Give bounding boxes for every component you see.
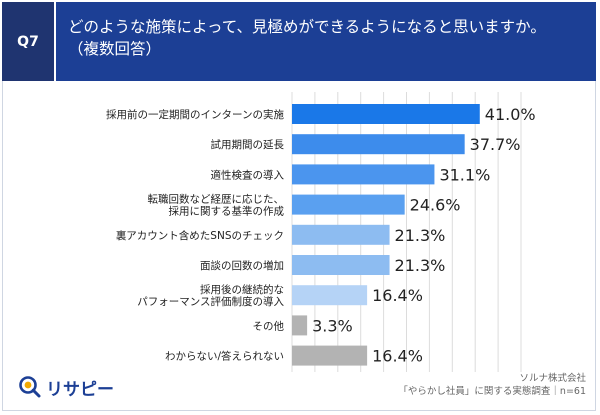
source-note: ソルナ株式会社 「やらかし社員」に関する実態調査｜n=61 [398, 372, 586, 398]
value-label: 41.0% [485, 105, 536, 124]
question-title: どのような施策によって、見極めができるようになると思いますか。 （複数回答） [68, 18, 546, 58]
bar [292, 224, 390, 245]
category-label: 採用後の継続的なパフォーマンス評価制度の導入 [137, 283, 284, 308]
bar [292, 255, 390, 275]
bar [292, 104, 480, 124]
value-label: 24.6% [410, 196, 461, 215]
category-label: 試用期間の延長 [211, 138, 285, 151]
category-labels: 採用前の一定期間のインターンの実施試用期間の延長適性検査の導入転職回数など経歴に… [106, 108, 284, 363]
value-label: 21.3% [395, 226, 446, 245]
bar [292, 194, 405, 215]
value-label: 3.3% [312, 316, 353, 335]
value-labels: 41.0% 37.7% 31.1% 24.6% 21.3% 21.3% 16.4% 3.3% 1… [312, 105, 535, 366]
category-label: その他 [253, 319, 285, 332]
bars [292, 104, 480, 366]
value-label: 31.1% [439, 165, 490, 184]
category-label: 採用前の一定期間のインターンの実施 [106, 108, 284, 121]
value-label: 37.7% [470, 135, 521, 154]
bar [292, 164, 435, 185]
category-label: 転職回数など経歴に応じた、採用に関する基準の作成 [148, 193, 285, 218]
header-divider [54, 2, 56, 81]
magnifier-icon [19, 376, 41, 398]
bar [292, 134, 465, 155]
category-label: 適性検査の導入 [211, 168, 285, 181]
category-label: わからない/答えられない [165, 350, 284, 363]
question-header: Q7 どのような施策によって、見極めができるようになると思いますか。 （複数回答… [2, 2, 596, 81]
category-label: 裏アカウント含めたSNSのチェック [116, 229, 284, 242]
source-company: ソルナ株式会社 [519, 373, 586, 384]
value-label: 16.4% [372, 347, 423, 366]
value-label: 16.4% [372, 286, 423, 305]
brand-logo-text: リサピー [46, 379, 114, 400]
bar [292, 285, 368, 306]
brand-logo: リサピー [18, 374, 114, 400]
value-label: 21.3% [395, 256, 446, 275]
bar [292, 345, 368, 366]
bar [292, 315, 308, 336]
source-survey: 「やらかし社員」に関する実態調査｜n=61 [398, 386, 586, 397]
question-number: Q7 [2, 2, 54, 81]
category-label: 面談の回数の増加 [200, 259, 284, 272]
